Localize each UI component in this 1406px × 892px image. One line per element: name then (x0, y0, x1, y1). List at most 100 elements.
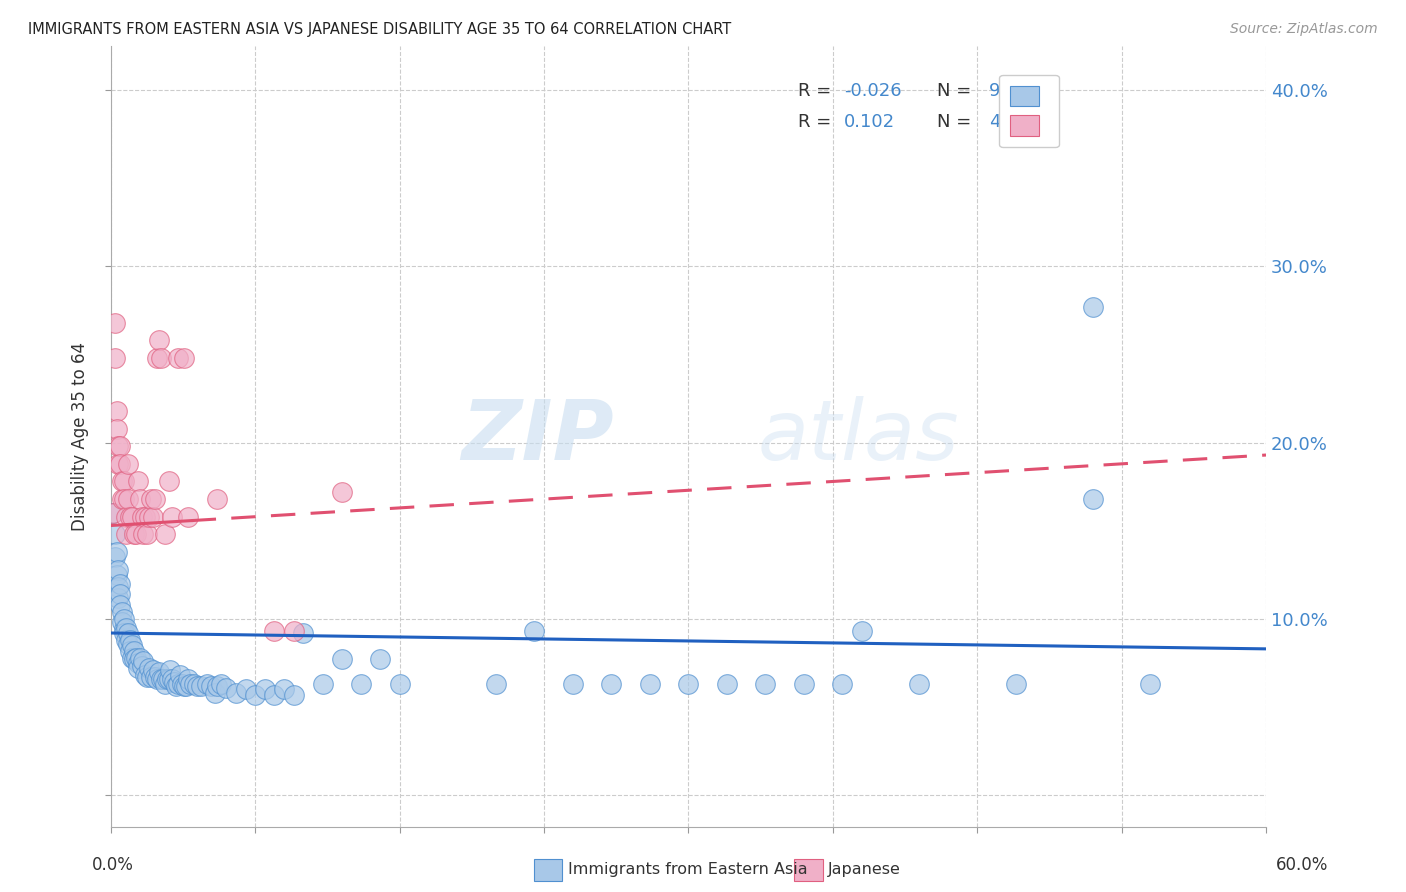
Point (225, 686, 247, 700)
Point (831, 677, 853, 691)
Point (132, 527, 155, 541)
Point (177, 509, 200, 524)
Text: N =: N = (936, 113, 977, 131)
Point (330, 652, 353, 666)
Point (169, 668, 191, 682)
Point (115, 527, 138, 541)
Point (485, 677, 508, 691)
Text: 0.102: 0.102 (845, 113, 896, 131)
Text: N =: N = (936, 82, 977, 100)
Point (105, 545, 128, 559)
Point (163, 675, 186, 690)
Point (117, 637, 139, 651)
Point (125, 650, 148, 665)
Text: 0.0%: 0.0% (91, 856, 134, 874)
Point (162, 509, 184, 524)
Point (638, 677, 661, 691)
Point (111, 492, 134, 507)
Point (153, 677, 176, 691)
Text: 44: 44 (988, 113, 1012, 131)
Point (122, 652, 145, 666)
Point (388, 677, 411, 691)
Y-axis label: Disability Age 35 to 64: Disability Age 35 to 64 (72, 342, 89, 531)
Point (243, 688, 266, 702)
Point (292, 626, 315, 640)
Point (112, 623, 135, 637)
Point (1004, 677, 1026, 691)
Point (149, 351, 172, 365)
Text: 60.0%: 60.0% (1277, 856, 1329, 874)
Point (101, 506, 124, 520)
Point (1081, 300, 1104, 314)
Point (134, 668, 156, 682)
Point (107, 591, 129, 605)
Point (117, 457, 139, 471)
Point (143, 670, 166, 684)
Point (283, 688, 305, 702)
Point (132, 654, 155, 668)
Point (311, 677, 333, 691)
Point (112, 475, 135, 489)
Point (121, 650, 143, 665)
Point (183, 677, 205, 691)
Point (350, 677, 373, 691)
Point (118, 643, 141, 657)
Point (107, 580, 129, 594)
Point (205, 679, 228, 693)
Point (173, 679, 195, 693)
Point (155, 672, 177, 686)
Point (111, 475, 134, 489)
Point (141, 670, 163, 684)
Point (148, 334, 170, 348)
Text: IMMIGRANTS FROM EASTERN ASIA VS JAPANESE DISABILITY AGE 35 TO 64 CORRELATION CHA: IMMIGRANTS FROM EASTERN ASIA VS JAPANESE… (28, 22, 731, 37)
Text: -0.026: -0.026 (845, 82, 903, 100)
Point (111, 615, 134, 630)
Point (142, 509, 165, 524)
Point (121, 509, 143, 524)
Point (330, 485, 353, 500)
Point (107, 439, 129, 453)
Point (152, 672, 174, 686)
Point (117, 492, 139, 507)
Point (159, 663, 181, 677)
Point (118, 509, 141, 524)
Point (179, 677, 201, 691)
Point (170, 677, 193, 691)
Point (138, 509, 160, 524)
Point (107, 457, 129, 471)
Point (754, 677, 776, 691)
Point (368, 652, 391, 666)
Point (104, 316, 127, 330)
Point (162, 672, 184, 686)
Point (125, 527, 148, 541)
Point (131, 659, 153, 673)
Point (122, 643, 145, 657)
Point (1139, 677, 1161, 691)
Point (167, 351, 190, 365)
Point (209, 677, 232, 691)
Point (104, 351, 127, 365)
Point (153, 527, 176, 541)
Point (283, 624, 305, 639)
Point (117, 626, 139, 640)
Point (112, 626, 135, 640)
Point (127, 656, 149, 670)
Point (186, 679, 208, 693)
Point (128, 492, 150, 507)
Point (253, 682, 276, 697)
Point (131, 509, 153, 524)
Point (190, 679, 212, 693)
Point (263, 688, 285, 702)
Point (115, 621, 138, 635)
Point (134, 509, 156, 524)
Text: atlas: atlas (758, 396, 959, 477)
Point (110, 439, 132, 453)
Point (177, 672, 200, 686)
Point (600, 677, 623, 691)
Text: R =: R = (799, 113, 837, 131)
Point (110, 598, 132, 612)
Point (104, 527, 127, 541)
Point (105, 421, 128, 435)
Point (157, 475, 180, 489)
Point (111, 605, 134, 619)
